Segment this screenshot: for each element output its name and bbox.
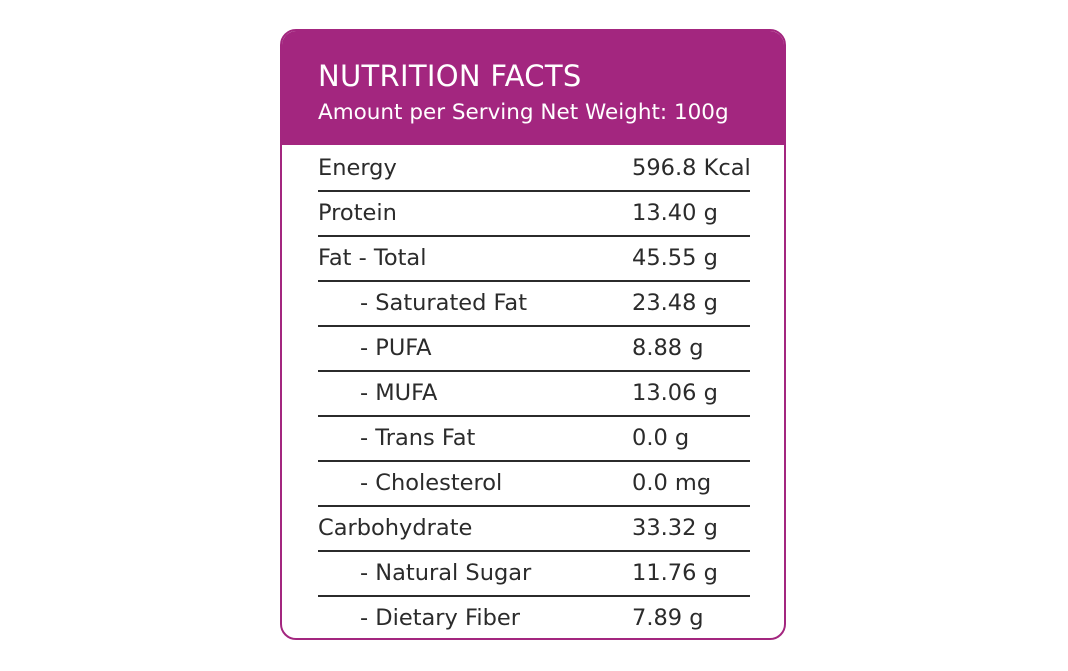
nutrient-value: 45.55 g xyxy=(632,245,718,271)
nutrient-row-mufa: - MUFA 13.06 g xyxy=(318,372,750,417)
nutrient-name: Energy xyxy=(318,155,397,181)
nutrient-value: 8.88 g xyxy=(632,335,704,361)
nutrient-table: Energy 596.8 Kcal Protein 13.40 g Fat - … xyxy=(318,147,751,638)
nutrient-name: - Saturated Fat xyxy=(360,290,528,316)
nutrient-value: 11.76 g xyxy=(632,560,718,586)
nutrient-row-protein: Protein 13.40 g xyxy=(318,192,750,237)
nutrient-row-natural-sugar: - Natural Sugar 11.76 g xyxy=(318,552,750,597)
nutrient-name: Fat - Total xyxy=(318,245,427,271)
nutrient-row-carbohydrate: Carbohydrate 33.32 g xyxy=(318,507,750,552)
nutrient-name: - Cholesterol xyxy=(360,470,503,496)
nutrient-value: 13.06 g xyxy=(632,380,718,406)
nutrient-name: - PUFA xyxy=(360,335,432,361)
nutrient-value: 596.8 Kcal xyxy=(632,155,751,181)
nutrient-value: 7.89 g xyxy=(632,605,704,631)
nutrient-value: 33.32 g xyxy=(632,515,718,541)
nutrient-value: 23.48 g xyxy=(632,290,718,316)
nutrient-name: - Trans Fat xyxy=(360,425,476,451)
nutrient-name: - MUFA xyxy=(360,380,438,406)
nutrient-row-fat-total: Fat - Total 45.55 g xyxy=(318,237,750,282)
nutrient-row-trans-fat: - Trans Fat 0.0 g xyxy=(318,417,750,462)
nutrient-name: - Natural Sugar xyxy=(360,560,532,586)
label-header: NUTRITION FACTS Amount per Serving Net W… xyxy=(282,31,784,145)
nutrient-name: Carbohydrate xyxy=(318,515,473,541)
nutrient-value: 0.0 mg xyxy=(632,470,712,496)
nutrient-row-saturated-fat: - Saturated Fat 23.48 g xyxy=(318,282,750,327)
nutrient-value: 0.0 g xyxy=(632,425,690,451)
nutrient-row-energy: Energy 596.8 Kcal xyxy=(318,147,751,192)
nutrition-facts-label: NUTRITION FACTS Amount per Serving Net W… xyxy=(280,29,786,640)
nutrient-row-dietary-fiber: - Dietary Fiber 7.89 g xyxy=(318,597,750,638)
serving-info: Amount per Serving Net Weight: 100g xyxy=(318,100,729,125)
nutrient-name: - Dietary Fiber xyxy=(360,605,520,631)
nutrient-row-cholesterol: - Cholesterol 0.0 mg xyxy=(318,462,750,507)
nutrient-row-pufa: - PUFA 8.88 g xyxy=(318,327,750,372)
nutrient-name: Protein xyxy=(318,200,397,226)
nutrient-value: 13.40 g xyxy=(632,200,718,226)
label-title: NUTRITION FACTS xyxy=(318,59,582,93)
